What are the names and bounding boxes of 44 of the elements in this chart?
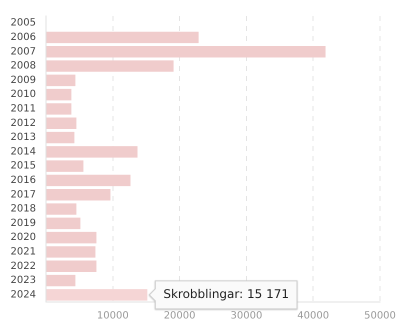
bar — [46, 46, 326, 58]
y-tick-label: 2018 — [10, 204, 36, 215]
bar — [46, 146, 138, 158]
y-tick-label: 2022 — [10, 260, 36, 272]
y-tick-label: 2013 — [10, 132, 36, 144]
x-tick-label: 10000 — [96, 310, 129, 322]
x-tick-label: 20000 — [164, 310, 196, 322]
bar — [46, 246, 96, 258]
y-tick-label: 2011 — [10, 104, 36, 115]
y-tick-label: 2014 — [10, 146, 36, 158]
bar — [46, 160, 84, 172]
y-tick-label: 2015 — [10, 160, 36, 172]
bar — [46, 88, 72, 100]
bar — [46, 103, 72, 115]
bar — [46, 232, 96, 244]
bar — [46, 174, 130, 186]
y-tick-label: 2024 — [10, 289, 36, 300]
bar — [46, 274, 76, 286]
y-tick-label: 2006 — [10, 32, 36, 44]
x-tick-label: 50000 — [364, 310, 396, 322]
y-tick-label: 2020 — [10, 232, 36, 244]
bar — [46, 260, 96, 272]
x-tick-label: 40000 — [297, 310, 330, 322]
y-tick-label: 2009 — [10, 74, 36, 86]
bar — [46, 60, 174, 72]
bar — [46, 32, 199, 44]
y-tick-label: 2021 — [10, 246, 36, 258]
y-tick-label: 2012 — [10, 118, 36, 129]
y-tick-label: 2010 — [10, 89, 36, 100]
y-tick-label: 2017 — [10, 189, 36, 200]
bar — [46, 118, 76, 129]
y-tick-label: 2007 — [10, 46, 36, 58]
bar — [46, 74, 76, 86]
annotation: Skrobblingar: 15 171 — [163, 286, 289, 301]
y-tick-label: 2016 — [10, 175, 36, 186]
bar — [46, 189, 110, 200]
x-tick-label: 30000 — [230, 310, 262, 322]
bar — [46, 203, 76, 215]
y-tick-label: 2005 — [10, 18, 36, 29]
y-tick-label: 2023 — [10, 275, 36, 286]
bar — [46, 132, 74, 144]
y-tick-label: 2019 — [10, 218, 36, 229]
y-tick-label: 2008 — [10, 60, 36, 72]
bar — [46, 218, 80, 230]
